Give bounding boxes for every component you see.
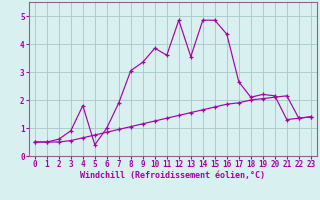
X-axis label: Windchill (Refroidissement éolien,°C): Windchill (Refroidissement éolien,°C) (80, 171, 265, 180)
